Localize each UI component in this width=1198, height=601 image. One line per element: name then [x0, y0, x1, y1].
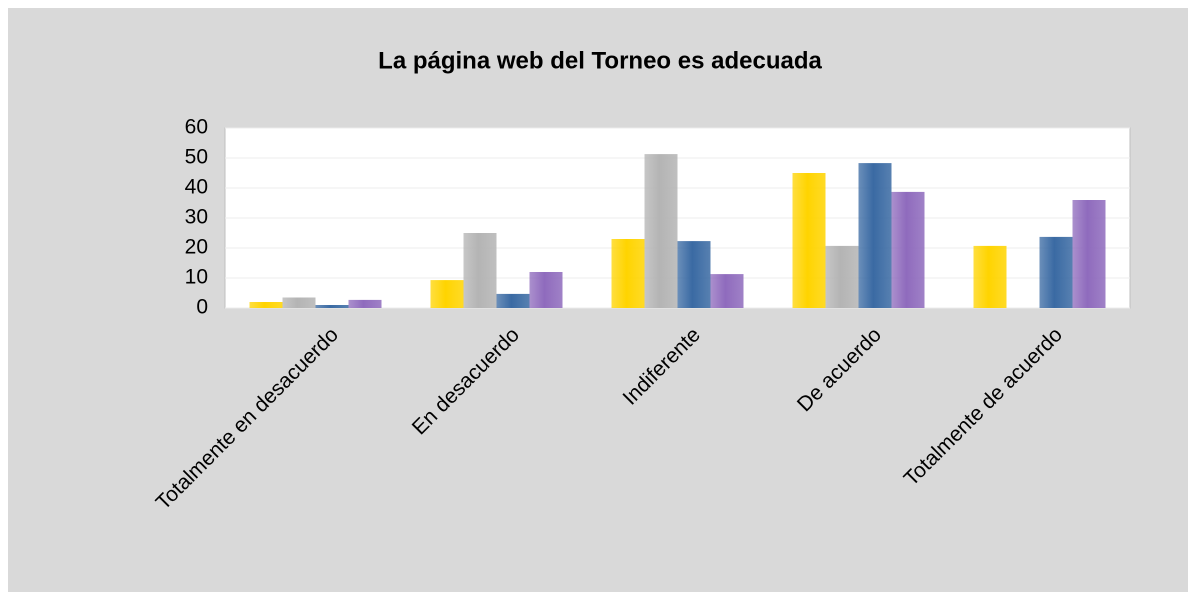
chart-title: La página web del Torneo es adecuada [378, 47, 822, 74]
bar [858, 163, 892, 308]
bar [463, 233, 497, 308]
bar [315, 305, 349, 308]
bar [496, 293, 530, 308]
y-tick-label: 60 [185, 116, 208, 139]
bar [529, 272, 563, 308]
y-tick-label: 0 [196, 296, 208, 319]
y-tick-label: 30 [185, 206, 208, 229]
bar [710, 274, 744, 308]
y-tick-label: 40 [185, 176, 208, 199]
y-tick-label: 50 [185, 146, 208, 169]
bar [282, 297, 316, 308]
bar [792, 173, 826, 308]
y-tick-label: 10 [185, 266, 208, 289]
bar [973, 245, 1007, 308]
bar [644, 154, 678, 308]
bar [891, 191, 925, 308]
bar [611, 239, 645, 308]
bar [1039, 236, 1073, 308]
bar [249, 302, 283, 308]
bar [430, 280, 464, 308]
bar [825, 245, 859, 308]
bar [1072, 200, 1106, 308]
bar [677, 241, 711, 308]
bar [348, 299, 382, 308]
y-tick-label: 20 [185, 236, 208, 259]
